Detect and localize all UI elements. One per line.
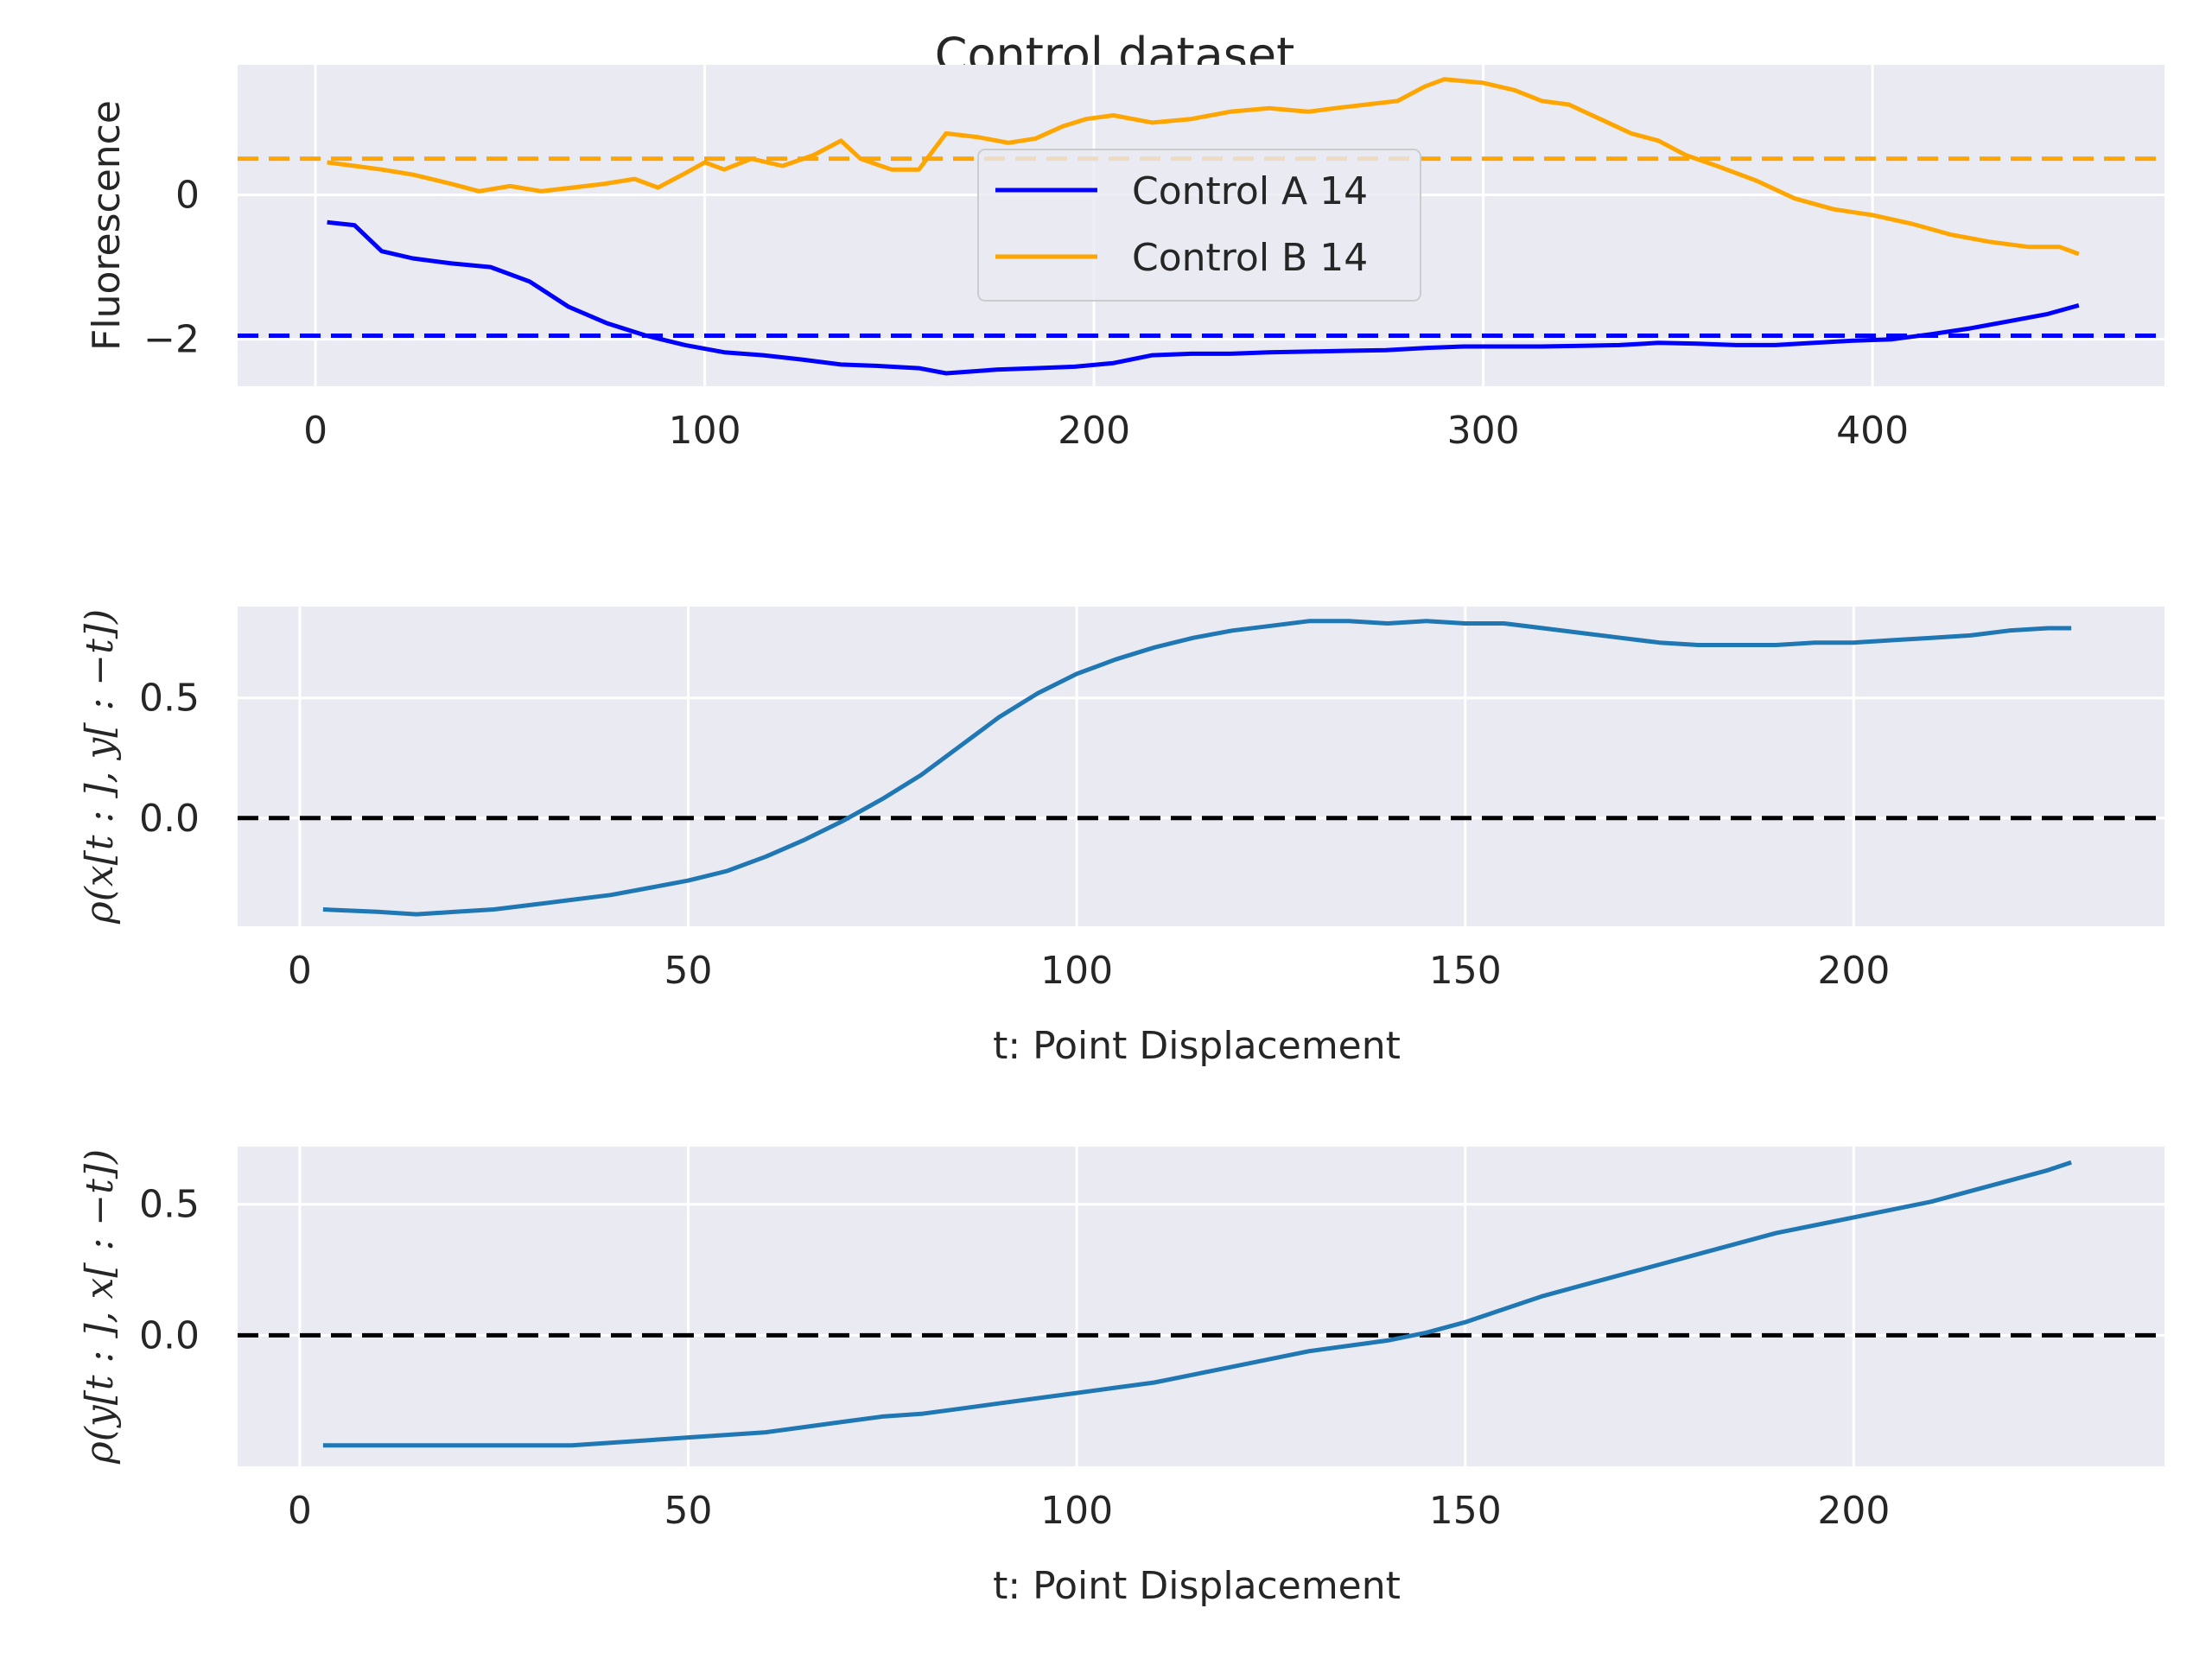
xy-correlation-plot-area <box>238 607 2164 926</box>
xy-correlation-x-tick-label: 50 <box>664 949 713 993</box>
fluorescence-x-tick-label: 400 <box>1836 409 1909 453</box>
xy-correlation-x-tick-label: 200 <box>1817 949 1890 993</box>
fluorescence-x-tick-label: 100 <box>669 409 741 453</box>
yx-correlation-x-tick-label: 150 <box>1429 1489 1502 1533</box>
yx-correlation-panel: 0 50 100 150 200 0.0 0.5 t: Point Displacement… <box>78 1147 2164 1608</box>
fluorescence-series-0-line <box>327 219 2080 376</box>
xy-correlation-x-tick-label: 150 <box>1429 949 1502 993</box>
xy-correlation-ticks: 0 50 100 150 200 0.0 0.5 <box>139 677 1890 993</box>
fluorescence-x-tick-label: 0 <box>303 409 327 453</box>
yx-correlation-y-axis-label: ρ(y[t : ], x[ : −t]) <box>78 1149 122 1465</box>
xy-correlation-y-tick-label: 0.0 <box>139 797 200 841</box>
fluorescence-x-tick-label: 300 <box>1447 409 1520 453</box>
legend-box <box>977 149 1421 302</box>
fluorescence-series-1-line <box>327 77 2080 257</box>
yx-correlation-x-axis-label: t: Point Displacement <box>993 1564 1401 1608</box>
fluorescence-y-tick-label: 0 <box>175 173 200 217</box>
xy-correlation-series <box>238 619 2164 917</box>
yx-correlation-plot-area <box>238 1147 2164 1466</box>
xy-correlation-x-tick-label: 100 <box>1040 949 1113 993</box>
yx-correlation-ticks: 0 50 100 150 200 0.0 0.5 <box>139 1183 1890 1533</box>
fluorescence-y-tick-label: −2 <box>143 318 200 362</box>
fluorescence-x-tick-label: 200 <box>1058 409 1130 453</box>
yx-correlation-y-tick-label: 0.0 <box>139 1313 200 1357</box>
legend: Control A 14 Control B 14 <box>977 149 1421 302</box>
xy-correlation-panel: 0 50 100 150 200 0.0 0.5 t: Point Displacement… <box>78 607 2164 1068</box>
yx-correlation-x-tick-label: 200 <box>1817 1489 1890 1533</box>
yx-correlation-x-tick-label: 0 <box>288 1489 312 1533</box>
fluorescence-panel: 0 100 200 300 400 −2 0 Fluorescence Control A … <box>85 65 2164 453</box>
legend-label-control-b: Control B 14 <box>1132 236 1368 280</box>
fluorescence-series <box>238 77 2164 376</box>
yx-correlation-series-0-line <box>322 1160 2072 1448</box>
fluorescence-ticks: 0 100 200 300 400 −2 0 <box>143 173 1909 453</box>
yx-correlation-x-tick-label: 50 <box>664 1489 713 1533</box>
xy-correlation-x-axis-label: t: Point Displacement <box>993 1024 1401 1068</box>
fluorescence-y-axis-label: Fluorescence <box>85 100 129 351</box>
xy-correlation-y-axis-label: ρ(x[t : ], y[ : −t]) <box>78 609 122 925</box>
legend-label-control-a: Control A 14 <box>1132 169 1368 213</box>
xy-correlation-x-tick-label: 0 <box>288 949 312 993</box>
yx-correlation-y-tick-label: 0.5 <box>139 1183 200 1227</box>
xy-correlation-series-0-line <box>322 619 2072 917</box>
xy-correlation-y-tick-label: 0.5 <box>139 677 200 721</box>
yx-correlation-series <box>238 1160 2164 1448</box>
yx-correlation-x-tick-label: 100 <box>1040 1489 1113 1533</box>
